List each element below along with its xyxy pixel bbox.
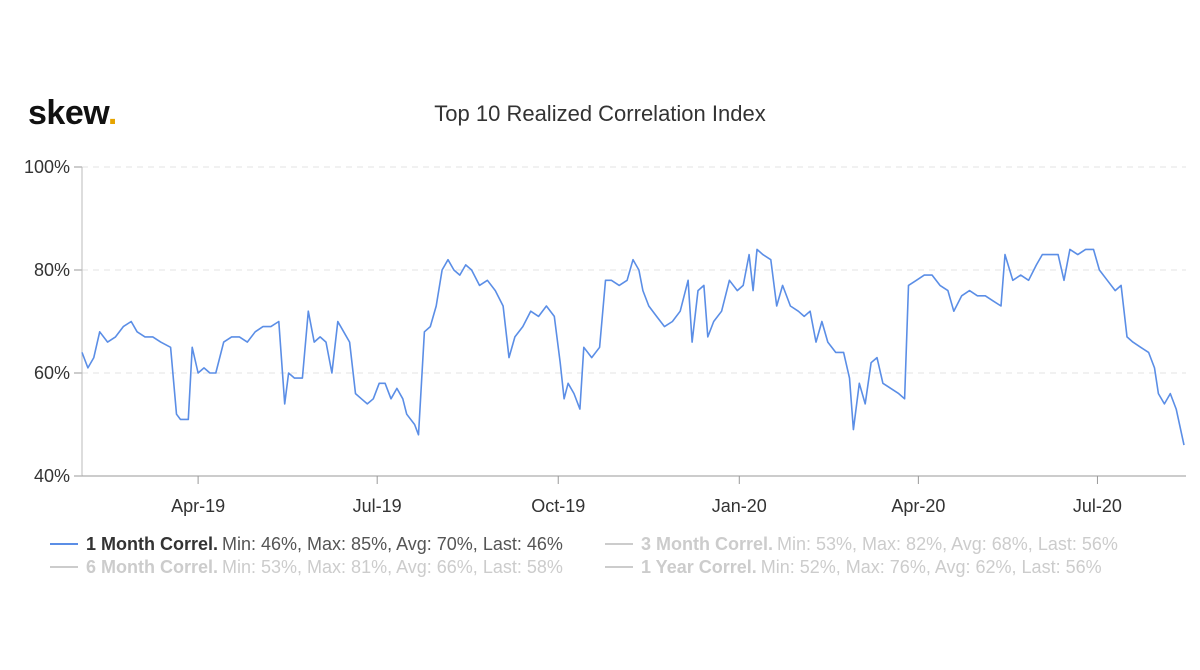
skew-logo: skew. <box>28 94 117 133</box>
legend-stats: Min: 53%, Max: 82%, Avg: 68%, Last: 56% <box>777 533 1118 554</box>
x-axis: Apr-19 Jul-19 Oct-19 Jan-20 Apr-20 Jul-20 <box>82 475 1186 516</box>
x-tick-label: Jul-20 <box>1073 496 1122 516</box>
legend-swatch-1-year <box>605 566 633 568</box>
series-line-1-month <box>81 248 1185 446</box>
x-tick-label: Oct-19 <box>531 496 585 516</box>
legend-item-3-month[interactable]: 3 Month Correl. Min: 53%, Max: 82%, Avg:… <box>605 533 1118 555</box>
legend-swatch-1-month <box>50 543 78 545</box>
y-tick-label: 80% <box>34 260 70 280</box>
legend-stats: Min: 46%, Max: 85%, Avg: 70%, Last: 46% <box>222 533 563 554</box>
legend-item-6-month[interactable]: 6 Month Correl. Min: 53%, Max: 81%, Avg:… <box>50 556 563 578</box>
y-axis: 40% 60% 80% 100% <box>24 157 83 486</box>
legend-name: 3 Month Correl. <box>641 533 774 554</box>
x-tick-label: Apr-20 <box>891 496 945 516</box>
legend-item-1-month[interactable]: 1 Month Correl. Min: 46%, Max: 85%, Avg:… <box>50 533 563 555</box>
grid-lines <box>82 166 1186 374</box>
legend-swatch-3-month <box>605 543 633 545</box>
series-layer <box>81 248 1185 446</box>
legend-item-1-year[interactable]: 1 Year Correl. Min: 52%, Max: 76%, Avg: … <box>605 556 1102 578</box>
x-tick-label: Jul-19 <box>353 496 402 516</box>
chart-title: Top 10 Realized Correlation Index <box>434 101 766 126</box>
y-tick-label: 60% <box>34 363 70 383</box>
legend-swatch-6-month <box>50 566 78 568</box>
logo-text: skew <box>28 94 108 132</box>
legend-name: 6 Month Correl. <box>86 556 219 577</box>
y-tick-label: 40% <box>34 466 70 486</box>
legend-name: 1 Month Correl. <box>86 533 219 554</box>
legend-stats: Min: 53%, Max: 81%, Avg: 66%, Last: 58% <box>222 556 563 577</box>
legend: 1 Month Correl. Min: 46%, Max: 85%, Avg:… <box>50 530 1200 580</box>
y-tick-label: 100% <box>24 157 70 177</box>
legend-stats: Min: 52%, Max: 76%, Avg: 62%, Last: 56% <box>760 556 1102 577</box>
legend-name: 1 Year Correl. <box>641 556 757 577</box>
x-tick-label: Jan-20 <box>712 496 767 516</box>
x-tick-label: Apr-19 <box>171 496 225 516</box>
logo-dot: . <box>107 94 117 132</box>
